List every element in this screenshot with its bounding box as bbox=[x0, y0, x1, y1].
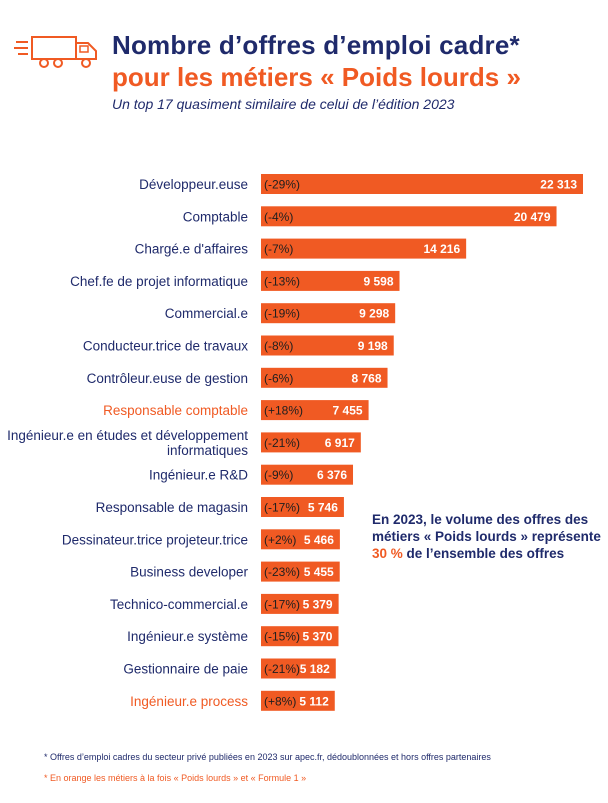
change-label-11: (-17%) bbox=[264, 501, 300, 515]
bar-8 bbox=[261, 400, 369, 421]
change-label-5: (-19%) bbox=[264, 307, 300, 321]
bar-7 bbox=[261, 367, 388, 388]
category-label-7: Contrôleur.euse de gestion bbox=[87, 371, 248, 386]
value-label-17: 5 112 bbox=[299, 694, 329, 708]
bar-14 bbox=[261, 593, 339, 614]
bar-16 bbox=[261, 658, 336, 679]
category-label-17: Ingénieur.e process bbox=[130, 694, 248, 709]
bar-12 bbox=[261, 529, 340, 550]
bar-17 bbox=[261, 690, 335, 711]
change-label-17: (+8%) bbox=[264, 694, 296, 708]
change-label-1: (-29%) bbox=[264, 178, 300, 192]
value-label-1: 22 313 bbox=[540, 178, 577, 192]
change-label-3: (-7%) bbox=[264, 242, 293, 256]
category-label-9: Ingénieur.e en études et développement in… bbox=[7, 428, 248, 458]
change-label-7: (-6%) bbox=[264, 371, 293, 385]
category-label-12: Dessinateur.trice projeteur.trice bbox=[62, 532, 248, 547]
value-label-9: 6 917 bbox=[325, 436, 355, 450]
bar-1 bbox=[261, 174, 583, 194]
callout-part1: En 2023, le volume des offres des métier… bbox=[372, 512, 601, 544]
bar-9 bbox=[261, 432, 361, 453]
page-title-line2: pour les métiers « Poids lourds » bbox=[112, 62, 521, 92]
change-label-6: (-8%) bbox=[264, 339, 293, 353]
change-label-10: (-9%) bbox=[264, 468, 293, 482]
value-label-14: 5 379 bbox=[303, 597, 333, 611]
change-label-8: (+18%) bbox=[264, 404, 303, 418]
category-label-16: Gestionnaire de paie bbox=[123, 662, 248, 677]
bar-chart: Développeur.euse (-29%) 22 313 Comptable (-4… bbox=[7, 174, 583, 711]
category-label-10: Ingénieur.e R&D bbox=[149, 468, 248, 483]
category-label-6: Conducteur.trice de travaux bbox=[83, 339, 248, 354]
value-label-10: 6 376 bbox=[317, 468, 347, 482]
bar-13 bbox=[261, 561, 340, 582]
value-label-5: 9 298 bbox=[359, 307, 389, 321]
change-label-14: (-17%) bbox=[264, 597, 300, 611]
value-label-13: 5 455 bbox=[304, 565, 334, 579]
bar-6 bbox=[261, 335, 394, 356]
category-label-2: Comptable bbox=[183, 209, 248, 224]
callout-part2: de l’ensemble des offres bbox=[402, 546, 565, 561]
change-label-15: (-15%) bbox=[264, 630, 300, 644]
callout-text: En 2023, le volume des offres des métier… bbox=[372, 511, 604, 562]
bar-10 bbox=[261, 464, 354, 485]
bar-2 bbox=[261, 206, 557, 227]
category-label-4: Chef.fe de projet informatique bbox=[70, 274, 248, 289]
bar-5 bbox=[261, 303, 396, 324]
value-label-6: 9 198 bbox=[358, 339, 388, 353]
category-label-14: Technico-commercial.e bbox=[110, 597, 248, 612]
page-subtitle: Un top 17 quasiment similaire de celui d… bbox=[112, 96, 455, 112]
category-label-8: Responsable comptable bbox=[103, 403, 248, 418]
bar-4 bbox=[261, 270, 400, 291]
page-title: Nombre d’offres d’emploi cadre* bbox=[112, 30, 520, 60]
value-label-3: 14 216 bbox=[423, 242, 460, 256]
footnote-legend: * En orange les métiers à la fois « Poid… bbox=[44, 773, 307, 783]
truck-icon bbox=[14, 36, 97, 68]
value-label-8: 7 455 bbox=[333, 404, 363, 418]
category-label-13: Business developer bbox=[130, 565, 248, 580]
category-label-15: Ingénieur.e système bbox=[127, 629, 248, 644]
value-label-15: 5 370 bbox=[302, 630, 332, 644]
category-label-1: Développeur.euse bbox=[139, 177, 248, 192]
callout-highlight: 30 % bbox=[372, 546, 403, 561]
value-label-7: 8 768 bbox=[352, 371, 382, 385]
category-label-5: Commercial.e bbox=[165, 306, 248, 321]
footnote-source: * Offres d’emploi cadres du secteur priv… bbox=[44, 752, 491, 762]
category-label-11: Responsable de magasin bbox=[96, 500, 248, 515]
value-label-16: 5 182 bbox=[300, 662, 330, 676]
change-label-2: (-4%) bbox=[264, 210, 293, 224]
bar-11 bbox=[261, 497, 344, 517]
bar-3 bbox=[261, 238, 467, 259]
bar-15 bbox=[261, 626, 339, 647]
value-label-12: 5 466 bbox=[304, 533, 334, 547]
value-label-11: 5 746 bbox=[308, 501, 338, 515]
change-label-9: (-21%) bbox=[264, 436, 300, 450]
category-label-3: Chargé.e d'affaires bbox=[135, 242, 249, 257]
change-label-12: (+2%) bbox=[264, 533, 296, 547]
value-label-4: 9 598 bbox=[363, 274, 393, 288]
change-label-13: (-23%) bbox=[264, 565, 300, 579]
change-label-16: (-21%) bbox=[264, 662, 300, 676]
value-label-2: 20 479 bbox=[514, 210, 551, 224]
change-label-4: (-13%) bbox=[264, 274, 300, 288]
